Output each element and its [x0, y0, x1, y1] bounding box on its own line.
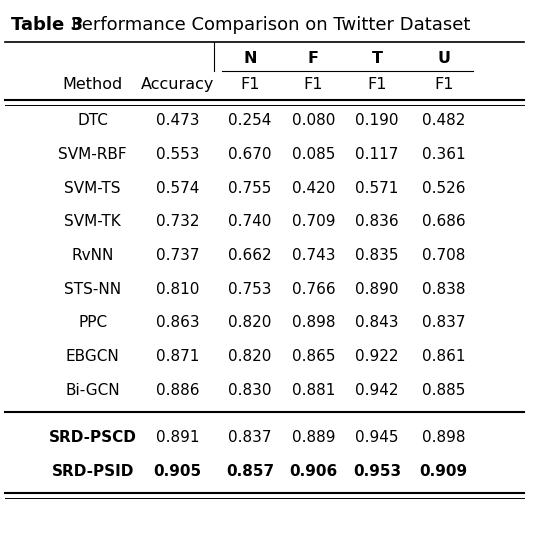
Text: F: F [308, 50, 319, 66]
Text: RvNN: RvNN [71, 248, 114, 263]
Text: SVM-RBF: SVM-RBF [58, 147, 127, 162]
Text: 0.861: 0.861 [422, 349, 466, 364]
Text: 0.922: 0.922 [355, 349, 399, 364]
Text: 0.863: 0.863 [155, 315, 199, 331]
Text: 0.190: 0.190 [355, 113, 399, 128]
Text: 0.891: 0.891 [155, 430, 199, 445]
Text: 0.838: 0.838 [422, 281, 466, 297]
Text: DTC: DTC [77, 113, 108, 128]
Text: 0.662: 0.662 [228, 248, 272, 263]
Text: Table 3: Table 3 [11, 16, 82, 34]
Text: 0.473: 0.473 [155, 113, 199, 128]
Text: 0.670: 0.670 [228, 147, 272, 162]
Text: 0.709: 0.709 [292, 214, 335, 229]
Text: SVM-TK: SVM-TK [64, 214, 121, 229]
Text: 0.865: 0.865 [292, 349, 335, 364]
Text: 0.835: 0.835 [355, 248, 399, 263]
Text: 0.889: 0.889 [292, 430, 335, 445]
Text: 0.830: 0.830 [228, 383, 272, 398]
Text: 0.942: 0.942 [355, 383, 399, 398]
Text: 0.945: 0.945 [355, 430, 399, 445]
Text: F1: F1 [240, 77, 260, 92]
Text: 0.753: 0.753 [228, 281, 272, 297]
Text: 0.553: 0.553 [155, 147, 199, 162]
Text: 0.482: 0.482 [422, 113, 466, 128]
Text: 0.837: 0.837 [422, 315, 466, 331]
Text: 0.905: 0.905 [153, 463, 202, 479]
Text: Performance Comparison on Twitter Dataset: Performance Comparison on Twitter Datase… [60, 16, 470, 34]
Text: U: U [437, 50, 450, 66]
Text: 0.361: 0.361 [422, 147, 466, 162]
Text: 0.898: 0.898 [292, 315, 335, 331]
Text: Bi-GCN: Bi-GCN [65, 383, 120, 398]
Text: 0.254: 0.254 [228, 113, 272, 128]
Text: 0.810: 0.810 [156, 281, 199, 297]
Text: 0.836: 0.836 [355, 214, 399, 229]
Text: 0.820: 0.820 [228, 349, 272, 364]
Text: 0.420: 0.420 [292, 180, 335, 196]
Text: 0.890: 0.890 [355, 281, 399, 297]
Text: N: N [243, 50, 257, 66]
Text: 0.857: 0.857 [226, 463, 274, 479]
Text: 0.080: 0.080 [292, 113, 335, 128]
Text: 0.871: 0.871 [156, 349, 199, 364]
Text: 0.085: 0.085 [292, 147, 335, 162]
Text: F1: F1 [367, 77, 387, 92]
Text: 0.820: 0.820 [228, 315, 272, 331]
Text: 0.732: 0.732 [155, 214, 199, 229]
Text: 0.737: 0.737 [155, 248, 199, 263]
Text: 0.885: 0.885 [422, 383, 466, 398]
Text: Accuracy: Accuracy [141, 77, 214, 92]
Text: SRD-PSID: SRD-PSID [51, 463, 134, 479]
Text: Method: Method [62, 77, 123, 92]
Text: 0.571: 0.571 [355, 180, 399, 196]
Text: STS-NN: STS-NN [64, 281, 121, 297]
Text: 0.906: 0.906 [289, 463, 338, 479]
Text: 0.837: 0.837 [228, 430, 272, 445]
Text: 0.881: 0.881 [292, 383, 335, 398]
Text: SRD-PSCD: SRD-PSCD [48, 430, 136, 445]
Text: EBGCN: EBGCN [66, 349, 120, 364]
Text: 0.953: 0.953 [353, 463, 401, 479]
Text: 0.766: 0.766 [292, 281, 335, 297]
Text: 0.898: 0.898 [422, 430, 466, 445]
Text: 0.755: 0.755 [228, 180, 272, 196]
Text: 0.843: 0.843 [355, 315, 399, 331]
Text: 0.909: 0.909 [419, 463, 468, 479]
Text: 0.886: 0.886 [155, 383, 199, 398]
Text: 0.686: 0.686 [422, 214, 466, 229]
Text: SVM-TS: SVM-TS [65, 180, 121, 196]
Text: 0.708: 0.708 [422, 248, 466, 263]
Text: 0.526: 0.526 [422, 180, 466, 196]
Text: 0.117: 0.117 [355, 147, 399, 162]
Text: 0.743: 0.743 [292, 248, 335, 263]
Text: 0.574: 0.574 [156, 180, 199, 196]
Text: F1: F1 [434, 77, 453, 92]
Text: F1: F1 [304, 77, 323, 92]
Text: 0.740: 0.740 [228, 214, 272, 229]
Text: T: T [372, 50, 383, 66]
Text: PPC: PPC [78, 315, 108, 331]
